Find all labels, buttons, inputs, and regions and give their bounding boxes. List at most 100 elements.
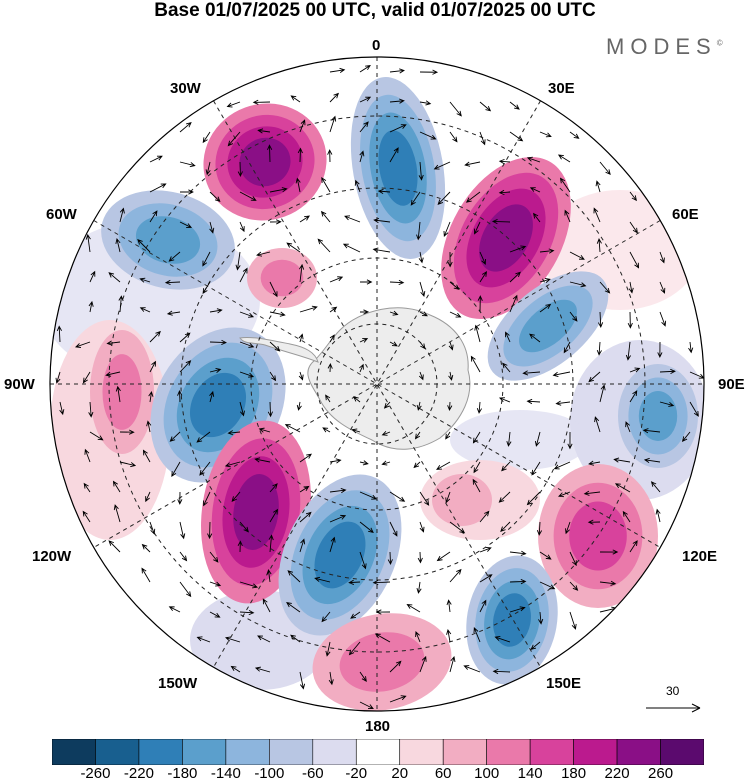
wind-vector-arrow (227, 430, 241, 436)
wind-vector-arrow (381, 460, 391, 466)
wind-vector-arrow (320, 210, 331, 223)
wind-vector-arrow (418, 161, 424, 181)
wind-vector-arrow (597, 311, 604, 328)
wind-vector-arrow (472, 478, 481, 493)
wind-vector-arrow (539, 277, 551, 283)
wind-vector-arrow (227, 131, 241, 147)
wind-vector-arrow (629, 390, 638, 403)
wind-vector-arrow (239, 371, 255, 378)
wind-vector-arrow (202, 281, 211, 295)
wind-vector-arrow (82, 371, 91, 384)
anomaly-cell-positive-center-nw (203, 103, 327, 221)
wind-vector-arrow (373, 218, 391, 224)
wind-vector-arrow (558, 491, 571, 498)
wind-vector-arrow (569, 251, 585, 260)
wind-vector-arrow (599, 281, 611, 294)
wind-vector-arrow (479, 547, 492, 553)
wind-vector-arrow (506, 431, 512, 447)
wind-vector-arrow (419, 341, 426, 350)
wind-vector-arrow (509, 271, 521, 283)
colorbar-tick: 140 (517, 765, 543, 782)
label-60w: 60W (46, 206, 77, 223)
wind-vector-arrow (329, 514, 347, 523)
colorbar-tick: -60 (301, 765, 324, 782)
wind-vector-arrow (146, 420, 152, 433)
page-title: Base 01/07/2025 00 UTC, valid 01/07/2025… (154, 0, 596, 21)
wind-vector-arrow (168, 606, 181, 613)
wind-vector-arrow (196, 431, 211, 443)
wind-vector-arrow (526, 156, 541, 163)
wind-vector-arrow (500, 521, 511, 533)
wind-vector-arrow (555, 400, 571, 406)
label-180: 180 (365, 718, 391, 735)
wind-vector-arrow (389, 68, 405, 74)
wind-vector-arrow (473, 461, 481, 474)
colorbar-tick: -100 (254, 765, 285, 782)
modes-logo: MODES© (606, 34, 723, 60)
wind-vector-arrow (354, 179, 361, 193)
wind-vector-arrow (627, 311, 633, 329)
colorbar-tick: 260 (648, 765, 674, 782)
wind-vector-arrow (419, 100, 432, 106)
wind-vector-arrow (387, 551, 393, 566)
wind-vector-arrow (539, 248, 555, 254)
wind-vector-arrow (321, 611, 331, 623)
wind-vector-arrow (588, 371, 601, 383)
wind-vector-arrow (445, 431, 451, 440)
wind-vector-arrow (449, 101, 462, 117)
wind-vector-arrow (436, 461, 451, 470)
wind-vector-arrow (342, 243, 361, 253)
colorbar-tick: 60 (434, 765, 452, 782)
wind-vector-arrow (479, 101, 492, 112)
label-30e: 30E (548, 80, 575, 97)
wind-vector-arrow (419, 491, 430, 506)
wind-vector-arrow (199, 461, 211, 476)
wind-vector-arrow (203, 491, 211, 507)
wind-vector-arrow (85, 233, 91, 253)
wind-vector-arrow (502, 362, 511, 373)
wind-vector-arrow (526, 398, 541, 405)
wind-vector-arrow (262, 598, 271, 613)
wind-vector-arrow (509, 245, 527, 253)
wind-vector-arrow (533, 212, 541, 223)
wind-vector-arrow (328, 671, 334, 686)
wind-vector-arrow (299, 263, 305, 283)
wind-vector-arrow (239, 401, 245, 417)
wind-vector-arrow (437, 191, 451, 205)
wind-vector-arrow (256, 251, 271, 257)
wind-vector-arrow (257, 128, 271, 134)
map-border (49, 56, 705, 712)
wind-vector-arrow (498, 189, 511, 196)
wind-vector-arrow (360, 279, 373, 285)
wind-vector-arrow (539, 551, 552, 560)
reference-vector-arrow (646, 703, 701, 713)
wind-vector-arrow (179, 581, 192, 598)
wind-vector-arrow (231, 491, 241, 502)
wind-vector-arrow (295, 177, 301, 193)
wind-vector-arrow (389, 521, 398, 537)
wind-vector-arrow (567, 431, 573, 450)
wind-vector-arrow (447, 251, 453, 268)
wind-vector-arrow (179, 122, 192, 133)
wind-vector-arrow (569, 611, 577, 630)
wind-vector-arrow (418, 251, 424, 264)
wind-vector-arrow (498, 491, 511, 503)
wind-vector-arrow (593, 207, 601, 223)
wind-vector-arrow (166, 310, 181, 316)
label-0: 0 (372, 37, 381, 54)
wind-vector-arrow (344, 215, 361, 223)
wind-vector-arrow (237, 540, 243, 553)
wind-vector-arrow (479, 510, 490, 523)
wind-vector-arrow (164, 279, 181, 286)
wind-vector-arrow (509, 294, 518, 313)
colorbar-ticks: -260 -220 -180 -140 -100 -60 -20 20 60 100 140 180 2… (0, 765, 750, 783)
wind-vector-arrow (269, 371, 277, 382)
wind-vector-arrow (269, 311, 286, 317)
wind-vector-arrow (327, 362, 333, 373)
wind-vector-arrow (268, 534, 274, 553)
wind-vector-arrow (463, 665, 481, 673)
colorbar-tick: -140 (210, 765, 241, 782)
wind-vector-arrow (269, 483, 278, 493)
label-120e: 120E (682, 548, 718, 565)
wind-vector-arrow (225, 636, 241, 643)
